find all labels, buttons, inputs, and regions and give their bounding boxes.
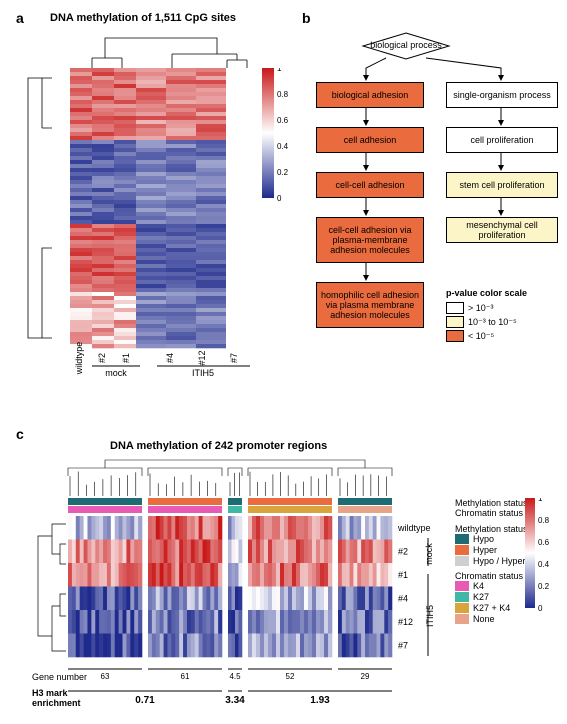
- go-left-1: cell adhesion: [316, 127, 424, 153]
- svg-text:1.93: 1.93: [310, 695, 330, 706]
- svg-text:0.8: 0.8: [538, 516, 550, 525]
- panel-a-title: DNA methylation of 1,511 CpG sites: [50, 12, 236, 24]
- go-left-2: cell-cell adhesion: [316, 172, 424, 198]
- svg-text:1: 1: [277, 68, 282, 73]
- panel-c-svg: wildtype #2 #1 #4 #12 #7 mock ITIH5 63 61 4.5 52…: [30, 456, 450, 706]
- svg-text:wildtype: wildtype: [74, 342, 84, 376]
- svg-text:0.4: 0.4: [277, 142, 289, 151]
- svg-text:0.6: 0.6: [277, 116, 289, 125]
- svg-text:29: 29: [361, 672, 370, 681]
- svg-text:61: 61: [181, 672, 190, 681]
- svg-text:ITIH5: ITIH5: [425, 605, 435, 627]
- svg-text:mock: mock: [424, 543, 434, 565]
- svg-text:0.6: 0.6: [538, 538, 550, 547]
- panel-a-colorbar: 1 0.8 0.6 0.4 0.2 0: [262, 68, 294, 208]
- panel-b-container: biological process biological adhesionce…: [306, 28, 560, 428]
- enrichment-label: H3 mark enrichment: [32, 688, 82, 708]
- svg-text:mock: mock: [105, 368, 127, 378]
- panel-a-label: a: [16, 10, 24, 26]
- svg-text:ITIH5: ITIH5: [192, 368, 214, 378]
- p-legend-item-2: < 10⁻⁵: [446, 330, 558, 342]
- svg-text:#2: #2: [398, 547, 408, 557]
- svg-text:0: 0: [277, 194, 282, 203]
- p-legend-item-0: > 10⁻³: [446, 302, 558, 314]
- svg-text:#12: #12: [197, 350, 207, 365]
- svg-text:1: 1: [538, 498, 543, 503]
- svg-text:#4: #4: [165, 353, 175, 363]
- go-left-4: homophilic cell adhesion via plasma memb…: [316, 282, 424, 328]
- go-right-2: stem cell proliferation: [446, 172, 558, 198]
- panel-c-colorbar: 1 0.8 0.6 0.4 0.2 0: [525, 498, 563, 618]
- svg-text:#12: #12: [398, 617, 413, 627]
- panel-b-legend: p-value color scale > 10⁻³ 10⁻³ to 10⁻⁵ < …: [446, 288, 558, 344]
- svg-text:3.34: 3.34: [225, 695, 245, 706]
- panel-a-svg: wildtype #2 #1 #4 #12 #7 mock ITIH5: [22, 28, 260, 378]
- svg-text:4.5: 4.5: [229, 672, 241, 681]
- go-right-3: mesenchymal cell proliferation: [446, 217, 558, 243]
- panel-c-label: c: [16, 426, 24, 442]
- svg-text:#7: #7: [398, 641, 408, 651]
- svg-text:#2: #2: [97, 353, 107, 363]
- go-right-1: cell proliferation: [446, 127, 558, 153]
- go-right-0: single-organism process: [446, 82, 558, 108]
- panel-b-label: b: [302, 10, 311, 26]
- go-left-3: cell-cell adhesion via plasma-membrane a…: [316, 217, 424, 263]
- panel-c-title: DNA methylation of 242 promoter regions: [110, 440, 327, 452]
- p-legend-title: p-value color scale: [446, 288, 558, 298]
- svg-text:wildtype: wildtype: [397, 523, 431, 533]
- svg-text:0.2: 0.2: [277, 168, 289, 177]
- svg-text:#4: #4: [398, 594, 408, 604]
- svg-text:#1: #1: [398, 570, 408, 580]
- svg-text:0.2: 0.2: [538, 582, 550, 591]
- svg-text:63: 63: [101, 672, 110, 681]
- svg-text:0.8: 0.8: [277, 90, 289, 99]
- svg-text:0: 0: [538, 604, 543, 613]
- gene-number-label: Gene number: [32, 672, 87, 682]
- svg-text:#1: #1: [121, 353, 131, 363]
- p-legend-item-1: 10⁻³ to 10⁻⁵: [446, 316, 558, 328]
- svg-text:#7: #7: [229, 353, 239, 363]
- go-left-0: biological adhesion: [316, 82, 424, 108]
- svg-text:52: 52: [286, 672, 295, 681]
- svg-text:0.71: 0.71: [135, 695, 155, 706]
- svg-text:0.4: 0.4: [538, 560, 550, 569]
